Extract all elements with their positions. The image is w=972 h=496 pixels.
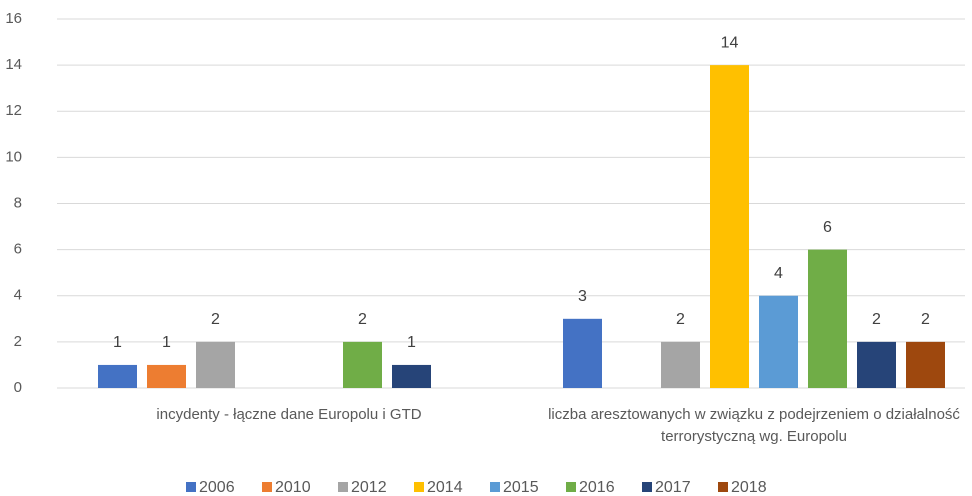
legend-label: 2012	[351, 479, 387, 496]
data-label: 3	[578, 288, 587, 305]
legend-swatch	[566, 482, 576, 492]
legend-swatch	[414, 482, 424, 492]
y-tick-label: 10	[5, 148, 22, 165]
y-tick-label: 0	[14, 379, 22, 396]
data-label: 2	[872, 311, 881, 328]
y-tick-label: 4	[14, 287, 22, 304]
y-tick-label: 2	[14, 333, 22, 350]
legend-swatch	[338, 482, 348, 492]
y-tick-label: 16	[5, 10, 22, 27]
y-tick-label: 14	[5, 56, 22, 73]
bar	[661, 341, 700, 388]
bar	[392, 364, 431, 388]
bar	[147, 364, 186, 388]
bar	[343, 341, 382, 388]
y-tick-label: 12	[5, 102, 22, 119]
data-label: 1	[113, 334, 122, 351]
legend-label: 2006	[199, 479, 235, 496]
legend-swatch	[642, 482, 652, 492]
legend-label: 2016	[579, 479, 615, 496]
x-tick-label: liczba aresztowanych w związku z podejrz…	[548, 406, 960, 445]
bar	[196, 341, 235, 388]
data-label: 1	[407, 334, 416, 351]
data-label: 2	[358, 311, 367, 328]
legend-swatch	[262, 482, 272, 492]
data-label: 4	[774, 265, 783, 282]
legend-swatch	[186, 482, 196, 492]
data-label: 14	[721, 34, 739, 51]
legend-label: 2017	[655, 479, 691, 496]
legend-swatch	[718, 482, 728, 492]
bar	[710, 65, 749, 388]
data-label: 6	[823, 219, 832, 236]
bar	[563, 318, 602, 388]
legend-label: 2018	[731, 479, 767, 496]
y-tick-label: 8	[14, 194, 22, 211]
legend-swatch	[490, 482, 500, 492]
x-tick-label: incydenty - łączne dane Europolu i GTD	[156, 406, 422, 423]
y-tick-label: 6	[14, 241, 22, 258]
bar	[808, 249, 847, 388]
legend-label: 2015	[503, 479, 539, 496]
bar	[906, 341, 945, 388]
bar	[857, 341, 896, 388]
legend-label: 2014	[427, 479, 463, 496]
legend-label: 2010	[275, 479, 311, 496]
data-label: 2	[921, 311, 930, 328]
bar	[98, 364, 137, 388]
data-label: 2	[676, 311, 685, 328]
bar	[759, 295, 798, 388]
data-label: 2	[211, 311, 220, 328]
data-label: 1	[162, 334, 171, 351]
